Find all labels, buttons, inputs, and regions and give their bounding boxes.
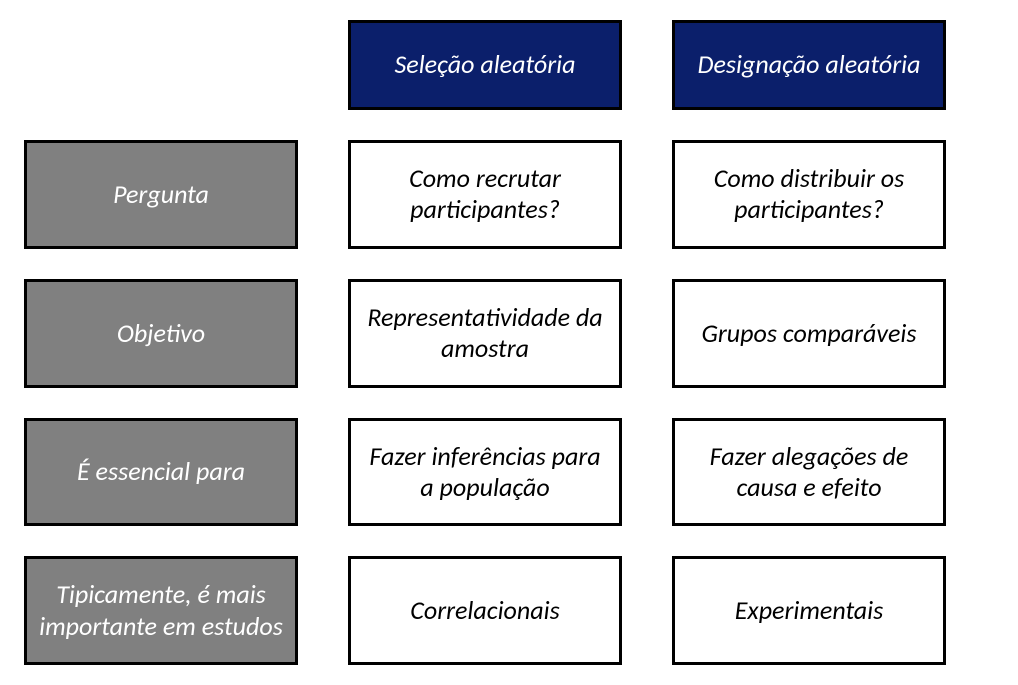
cell-essencial-designacao: Fazer alegações de causa e efeito xyxy=(672,418,946,527)
comparison-table: Seleção aleatória Designação aleatória P… xyxy=(24,20,994,665)
cell-objetivo-designacao: Grupos comparáveis xyxy=(672,279,946,388)
cell-objetivo-selecao: Representatividade da amostra xyxy=(348,279,622,388)
row-label-objetivo: Objetivo xyxy=(24,279,298,388)
row-label-pergunta: Pergunta xyxy=(24,140,298,249)
row-label-tipicamente: Tipicamente, é mais importante em estudo… xyxy=(24,556,298,665)
cell-pergunta-selecao: Como recrutar participantes? xyxy=(348,140,622,249)
cell-tipicamente-selecao: Correlacionais xyxy=(348,556,622,665)
cell-tipicamente-designacao: Experimentais xyxy=(672,556,946,665)
cell-essencial-selecao: Fazer inferências para a população xyxy=(348,418,622,527)
row-label-essencial: É essencial para xyxy=(24,418,298,527)
blank-corner xyxy=(24,20,298,110)
col-header-selecao: Seleção aleatória xyxy=(348,20,622,110)
col-header-designacao: Designação aleatória xyxy=(672,20,946,110)
cell-pergunta-designacao: Como distribuir os participantes? xyxy=(672,140,946,249)
